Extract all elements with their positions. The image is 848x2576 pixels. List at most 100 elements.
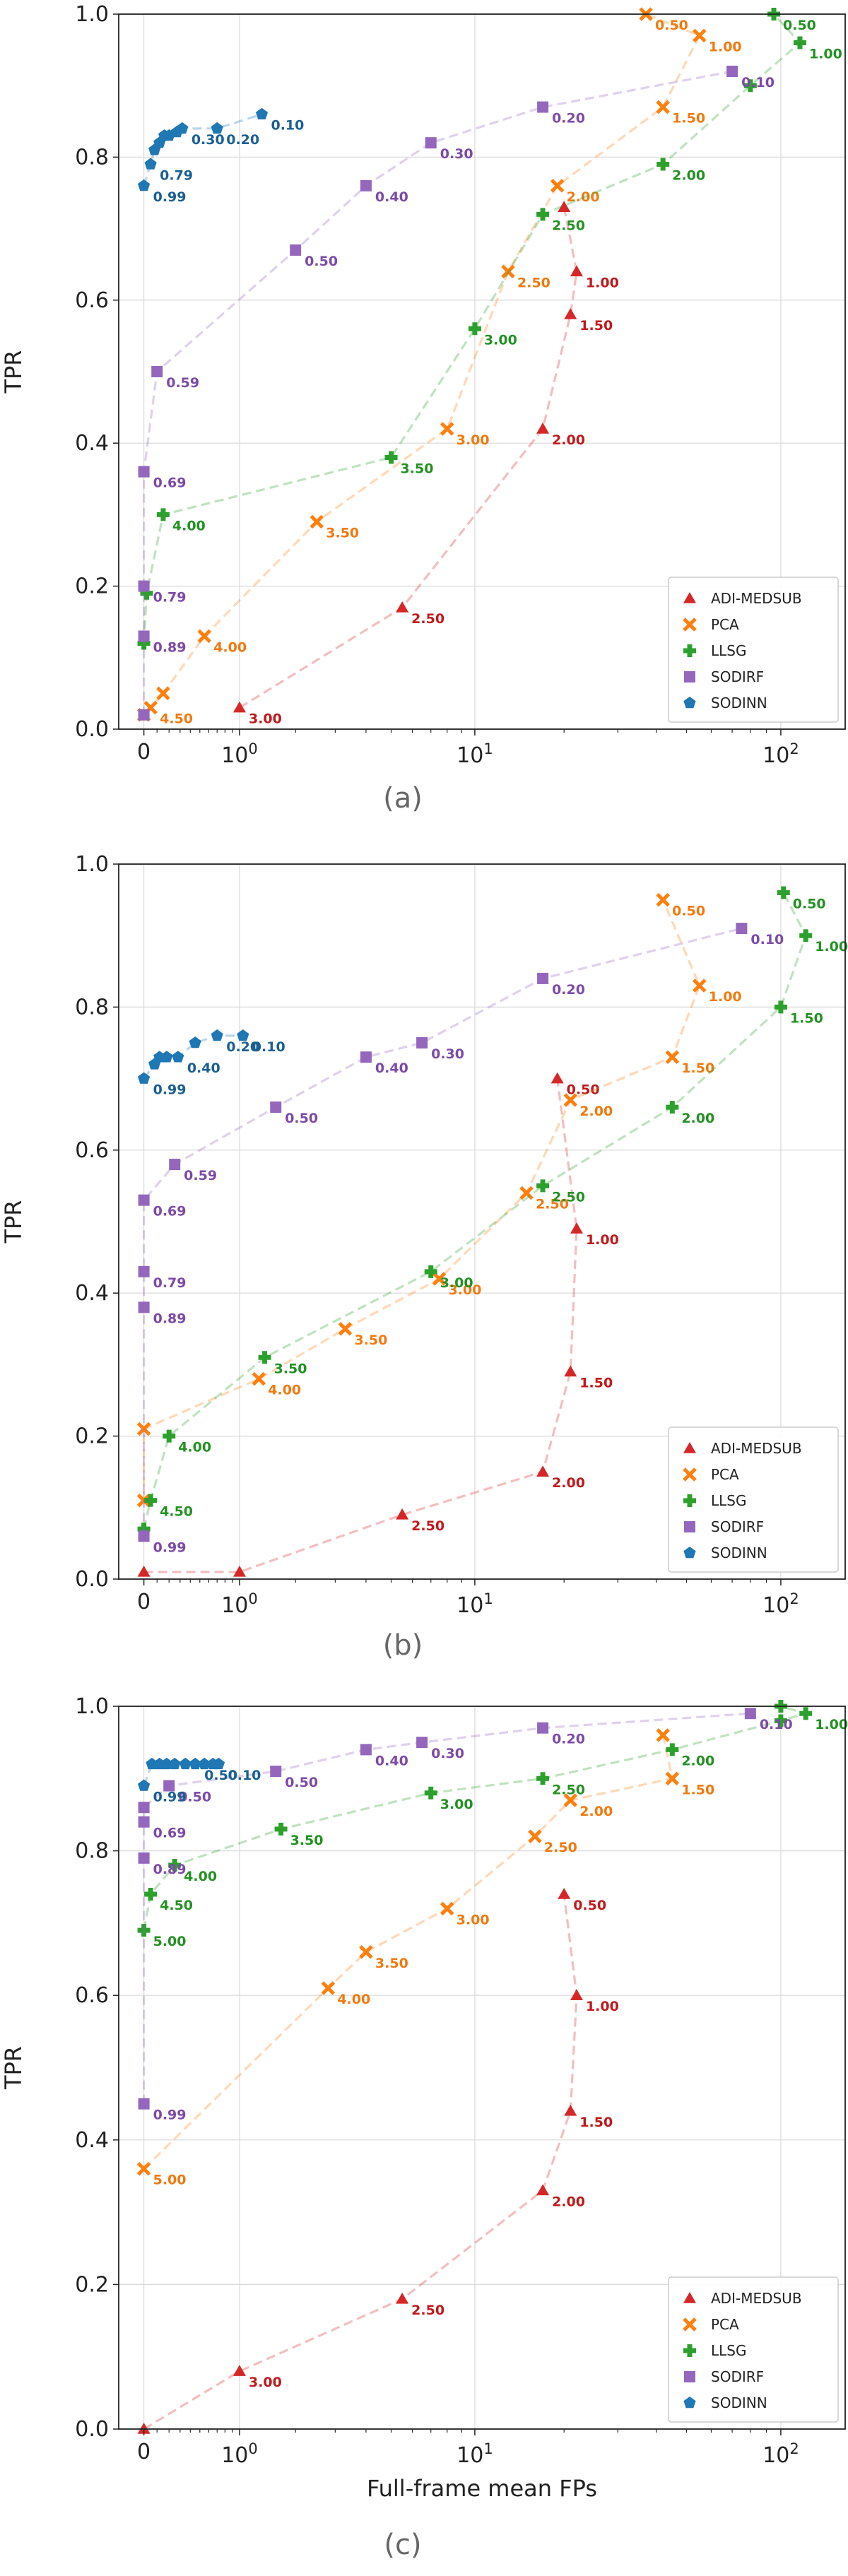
legend-entry-pca: PCA	[711, 2316, 739, 2333]
series-adi-medsub-marker	[137, 2423, 151, 2434]
series-adi-medsub: 3.00 2.50 2.00 1.50 1.00 0.50	[137, 1887, 619, 2434]
series-pca-marker	[528, 1829, 542, 1843]
series-llsg-point-label: 4.00	[178, 1440, 211, 1455]
series-sodirf-marker	[726, 65, 738, 77]
series-llsg-marker	[656, 158, 670, 171]
series-adi-medsub-point-label: 3.00	[249, 711, 282, 727]
series-sodinn-point-label: 0.20	[226, 132, 259, 148]
series-sodirf-marker	[416, 1737, 428, 1749]
y-tick-label: 0.8	[75, 995, 109, 1020]
series-pca-marker	[136, 1422, 151, 1436]
series-sodirf-marker	[744, 1708, 756, 1720]
series-sodirf-line	[143, 1712, 750, 2104]
legend-box	[668, 2276, 839, 2423]
series-adi-medsub-point-label: 2.00	[552, 432, 585, 448]
y-axis-label: TPR	[0, 350, 27, 394]
series-sodinn-marker	[213, 1757, 225, 1770]
series-sodinn-point-label: 0.20	[226, 1039, 259, 1055]
series-llsg-marker	[774, 1714, 787, 1727]
y-tick-label: 1.0	[75, 2, 109, 27]
series-llsg-line	[143, 13, 802, 644]
series-llsg-line	[143, 892, 807, 1530]
series-llsg-marker	[168, 1859, 182, 1872]
series-llsg-point-label: 0.50	[783, 18, 816, 33]
series-pca-marker	[501, 264, 515, 279]
series-sodirf-point-label: 0.10	[750, 932, 784, 947]
series-pca-marker	[338, 1322, 353, 1336]
series-sodinn-point-label: 0.99	[153, 189, 187, 205]
series-pca-line	[143, 899, 701, 1501]
series-sodirf-marker	[138, 466, 150, 478]
series-llsg-point-label: 1.00	[809, 46, 842, 61]
series-adi-medsub-marker	[550, 1072, 564, 1084]
legend-pca-marker	[683, 2317, 697, 2332]
series-adi-medsub: 3.00 2.50 2.00 1.50 1.00	[232, 201, 619, 727]
series-pca-point-label: 3.00	[457, 1912, 490, 1927]
series-llsg-point-label: 4.00	[184, 1869, 217, 1884]
panel-label: (c)	[384, 2529, 421, 2561]
series-llsg-point-label: 1.00	[815, 939, 848, 955]
legend: ADI-MEDSUB PCA LLSG SODIRF SODINN	[668, 1426, 839, 1573]
series-sodirf-point-label: 0.99	[153, 2108, 187, 2123]
series-pca-point-label: 2.50	[517, 275, 550, 290]
series-sodirf-point-label: 0.40	[375, 1060, 408, 1076]
legend-entry-adi-medsub: ADI-MEDSUB	[711, 2290, 802, 2307]
series-pca-point-label: 3.50	[354, 1333, 387, 1348]
legend-llsg-marker	[683, 1494, 696, 1507]
series-sodirf-point-label: 0.89	[153, 1862, 187, 1877]
series-adi-medsub-marker	[570, 265, 583, 277]
series-sodinn-marker	[198, 1757, 211, 1770]
series-sodirf-marker	[360, 1744, 372, 1756]
legend-entry-sodirf: SODIRF	[711, 1518, 764, 1535]
legend-sodirf-marker	[684, 671, 695, 683]
series-llsg-marker	[140, 586, 153, 600]
series-llsg-marker	[137, 1924, 151, 1937]
series-pca-point-label: 0.50	[672, 904, 705, 919]
series-sodirf-point-label: 0.50	[285, 1111, 318, 1126]
series-sodirf-marker	[537, 1722, 549, 1734]
series-pca-point-label: 2.50	[536, 1197, 569, 1212]
series-pca-point-label: 1.50	[681, 1782, 714, 1797]
series-sodirf-marker	[425, 137, 437, 149]
series-llsg-marker	[743, 79, 757, 93]
series-llsg-point-label: 3.50	[401, 461, 434, 476]
chart-panel-2: 2.502.001.501.000.504.003.503.002.502.00…	[0, 852, 848, 1662]
panel-label: (a)	[383, 782, 423, 815]
series-llsg-point-label: 3.50	[274, 1361, 307, 1376]
series-pca-point-label: 2.00	[567, 189, 600, 205]
series-sodirf-point-label: 0.59	[166, 375, 199, 391]
series-llsg-point-label: 3.00	[440, 1275, 473, 1291]
series-llsg-marker	[424, 1265, 437, 1278]
series-pca-point-label: 0.50	[655, 18, 688, 33]
series-sodinn-marker	[176, 122, 189, 134]
legend-entry-sodirf: SODIRF	[711, 2368, 764, 2385]
legend-entry-llsg: LLSG	[711, 2342, 746, 2359]
series-llsg-point-label: 1.50	[790, 1010, 823, 1026]
series-llsg-point-label: 2.00	[672, 168, 705, 184]
series-adi-medsub-line	[239, 206, 578, 709]
legend-sodirf-marker	[684, 2371, 695, 2382]
series-sodirf-point-label: 0.30	[440, 146, 473, 162]
series-pca-point-label: 3.00	[457, 432, 490, 448]
series-sodirf-marker	[163, 1780, 175, 1792]
series-sodirf-marker	[736, 923, 748, 935]
series-pca-marker	[321, 1981, 336, 1995]
series-sodirf-point-label: 0.69	[153, 1826, 187, 1841]
series-sodirf-marker	[169, 1159, 181, 1171]
y-tick-label: 0.0	[75, 1567, 109, 1592]
series-sodirf-point-label: 0.40	[375, 189, 408, 205]
legend-entry-pca: PCA	[711, 616, 739, 633]
series-sodinn-marker	[138, 1072, 151, 1084]
y-tick-label: 0.0	[75, 717, 109, 742]
series-llsg-marker	[777, 886, 790, 899]
x-tick-label: 100	[221, 1590, 258, 1618]
series-llsg-point-label: 3.50	[290, 1833, 324, 1848]
series-adi-medsub-point-label: 2.00	[552, 1475, 585, 1491]
series-llsg-point-label: 0.50	[793, 896, 826, 911]
series-sodirf-line	[143, 70, 733, 715]
series-sodirf: 0.99 0.89 0.69 0.50 0.50 0.40 0.30 0.20 0.10	[138, 1708, 793, 2123]
series-pca-marker	[563, 1093, 578, 1107]
series-adi-medsub-line	[143, 1893, 578, 2430]
series-pca-point-label: 1.50	[681, 1060, 714, 1076]
legend-llsg-marker	[683, 644, 696, 657]
